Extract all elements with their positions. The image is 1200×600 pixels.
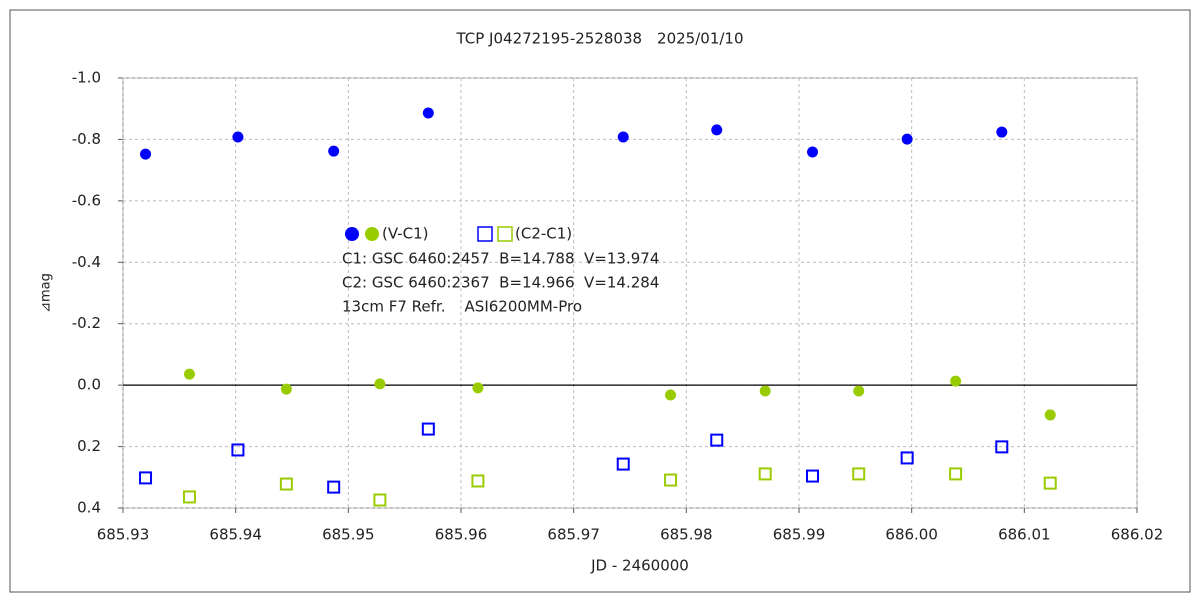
square-point [949, 467, 963, 481]
square-point [182, 490, 196, 504]
y-tick-label: -0.4 [72, 253, 101, 271]
square-point [139, 471, 153, 485]
legend-label: (C2-C1) [515, 225, 572, 243]
annotation: C2: GSC 6460:2367 B=14.966 V=14.284 [342, 274, 659, 292]
plot-area [122, 77, 1138, 509]
x-axis-label: JD - 2460000 [590, 557, 689, 575]
point [328, 145, 340, 157]
point [183, 368, 195, 380]
chart-title: TCP J04272195-2528038 2025/01/10 [455, 30, 743, 48]
square-point [327, 480, 341, 494]
y-tick-label: 0.2 [77, 437, 101, 455]
square-point [806, 469, 820, 483]
point [950, 375, 962, 387]
point [853, 385, 865, 397]
legend-marker [497, 226, 513, 242]
y-axis-label: ⊿mag [39, 273, 54, 313]
x-tick-label: 686.01 [998, 526, 1051, 544]
x-tick-label: 686.00 [885, 526, 938, 544]
legend-marker [345, 227, 359, 241]
y-tick-label: 0.4 [77, 499, 101, 517]
square-point [231, 443, 245, 457]
square-point [710, 433, 724, 447]
x-tick-label: 685.96 [435, 526, 488, 544]
point [711, 124, 723, 136]
point [280, 383, 292, 395]
x-tick-label: 685.94 [209, 526, 262, 544]
annotation: 13cm F7 Refr. ASI6200MM-Pro [342, 298, 582, 316]
square-point [852, 467, 866, 481]
x-tick-label: 685.93 [97, 526, 150, 544]
square-point [373, 493, 387, 507]
point [901, 133, 913, 145]
x-tick-label: 685.97 [547, 526, 600, 544]
point [422, 107, 434, 119]
y-tick-label: -0.6 [72, 191, 101, 209]
point [759, 385, 771, 397]
point [1044, 409, 1056, 421]
square-point [664, 473, 678, 487]
legend-marker [365, 227, 379, 241]
point [617, 131, 629, 143]
x-tick-label: 685.99 [773, 526, 826, 544]
y-tick-label: 0.0 [77, 376, 101, 394]
point [996, 126, 1008, 138]
point [374, 378, 386, 390]
square-point [616, 457, 630, 471]
square-point [471, 474, 485, 488]
square-point [1043, 476, 1057, 490]
square-point [900, 451, 914, 465]
point [807, 146, 819, 158]
square-point [995, 440, 1009, 454]
square-point [421, 422, 435, 436]
square-point [279, 477, 293, 491]
square-point [758, 467, 772, 481]
y-tick-label: -0.2 [72, 314, 101, 332]
point [232, 131, 244, 143]
annotation: C1: GSC 6460:2457 B=14.788 V=13.974 [342, 250, 659, 268]
legend-marker [477, 226, 493, 242]
y-tick-label: -1.0 [72, 69, 101, 87]
y-tick-label: -0.8 [72, 130, 101, 148]
x-tick-label: 685.98 [660, 526, 713, 544]
point [472, 382, 484, 394]
point [140, 148, 152, 160]
x-tick-label: 686.02 [1111, 526, 1164, 544]
point [665, 389, 677, 401]
legend-label: (V-C1) [382, 225, 429, 243]
x-tick-label: 685.95 [322, 526, 375, 544]
